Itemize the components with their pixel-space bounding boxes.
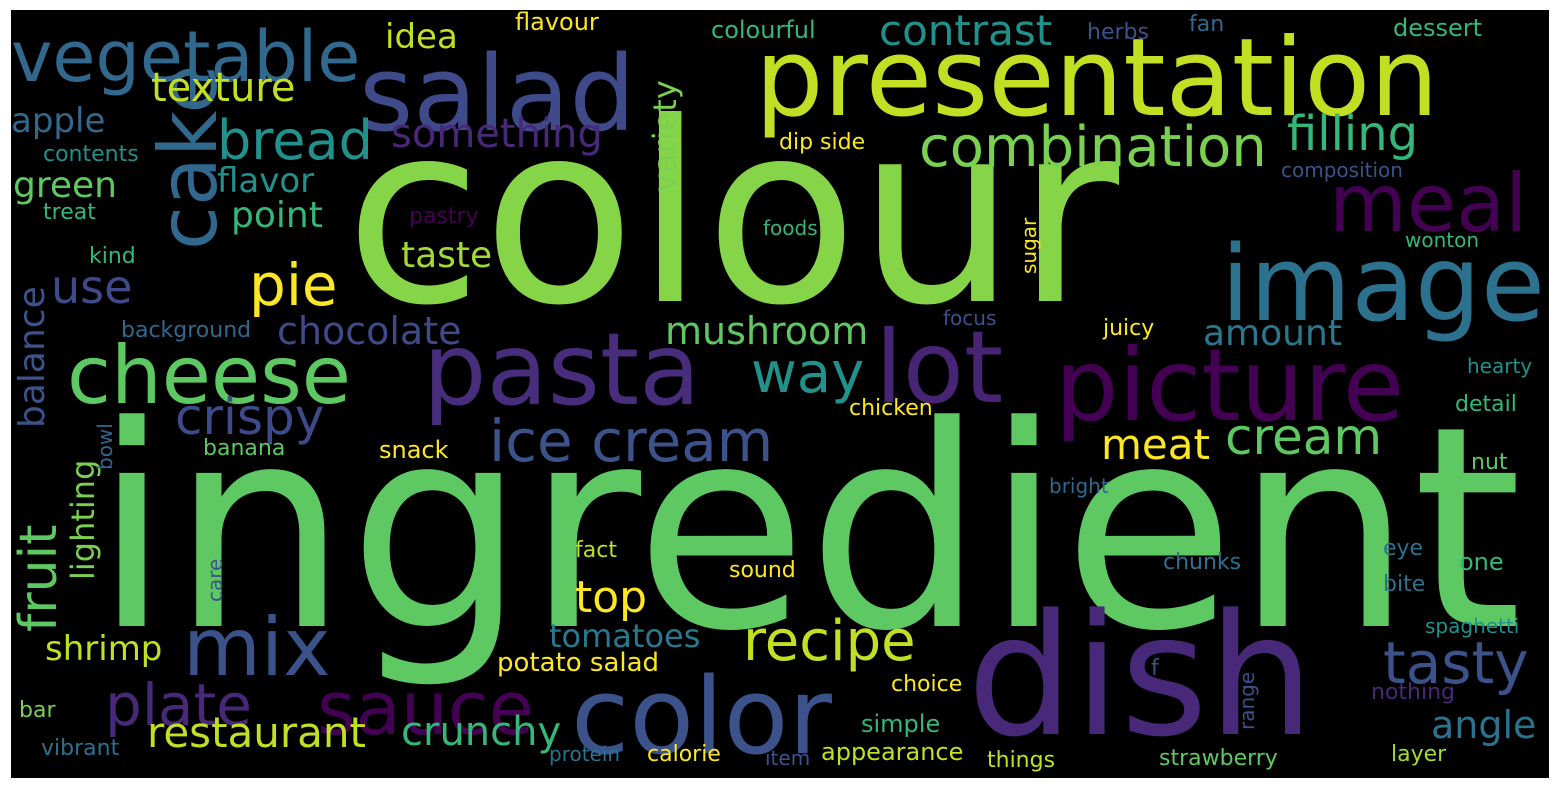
word-strawberry: strawberry (1159, 746, 1278, 771)
word-lighting: lighting (64, 459, 102, 580)
word-pasta: pasta (423, 311, 701, 428)
word-snack: snack (379, 436, 449, 464)
word-meal: meal (1329, 157, 1528, 250)
word-detail: detail (1455, 392, 1517, 417)
word-lot: lot (875, 309, 1004, 426)
word-vegetable: vegetable (11, 16, 361, 98)
word-restaurant: restaurant (147, 708, 366, 757)
word-hearty: hearty (1467, 354, 1533, 378)
word-layer: layer (1391, 742, 1447, 767)
word-focus: focus (943, 306, 997, 330)
word-contents: contents (43, 142, 139, 167)
word-background: background (121, 318, 252, 343)
word-green: green (13, 165, 117, 206)
word-image: image (1221, 223, 1545, 345)
word-cheese: cheese (67, 329, 352, 422)
word-presentation: presentation (755, 16, 1439, 141)
word-things: things (987, 748, 1056, 773)
word-ingredient: ingredient (93, 367, 1523, 693)
word-top: top (575, 572, 648, 623)
word-tasty: tasty (1383, 629, 1529, 697)
word-dish: dish (967, 578, 1315, 774)
word-use: use (51, 260, 133, 314)
word-amount: amount (1203, 313, 1342, 354)
word-color: color (571, 655, 833, 778)
word-calorie: calorie (647, 742, 721, 767)
word-picture: picture (1055, 327, 1405, 444)
word-banana: banana (203, 436, 286, 461)
word-bowl: bowl (93, 423, 117, 470)
word-pastry: pastry (409, 204, 479, 229)
word-sauce: sauce (317, 666, 535, 752)
word-ice-cream: ice cream (489, 407, 774, 475)
word-fan: fan (1189, 12, 1225, 37)
word-fruit: fruit (11, 524, 69, 632)
word-one: one (1459, 548, 1504, 576)
word-bite: bite (1383, 572, 1426, 597)
word-cloud: colour ingredient presentation salad ima… (11, 10, 1549, 778)
word-texture: texture (151, 65, 296, 111)
word-spaghetti: spaghetti (1425, 614, 1520, 638)
word-meat: meat (1101, 420, 1210, 469)
word-colourful: colourful (711, 16, 816, 44)
word-f: f (1151, 656, 1159, 681)
word-crunchy: crunchy (401, 709, 562, 755)
word-choice: choice (891, 672, 963, 697)
word-shrimp: shrimp (45, 629, 163, 669)
word-wonton: wonton (1405, 228, 1480, 252)
word-protein: protein (549, 742, 621, 766)
word-pie: pie (249, 251, 338, 319)
word-kind: kind (89, 244, 136, 269)
word-salad: salad (359, 33, 636, 155)
word-mushroom: mushroom (665, 309, 869, 353)
word-bright: bright (1049, 474, 1109, 498)
word-bread: bread (217, 109, 373, 172)
word-composition: composition (1281, 158, 1403, 182)
word-item: item (765, 746, 811, 770)
word-plate: plate (105, 671, 252, 739)
word-nothing: nothing (1371, 680, 1455, 705)
word-crispy: crispy (175, 388, 325, 446)
word-apple: apple (11, 101, 106, 141)
word-idea: idea (385, 17, 458, 57)
word-dip-side: dip side (779, 130, 866, 155)
word-care: care (203, 558, 227, 602)
word-fact: fact (575, 538, 617, 563)
word-herbs: herbs (1087, 20, 1149, 45)
word-simple: simple (861, 710, 941, 738)
word-contrast: contrast (879, 10, 1053, 55)
word-chocolate: chocolate (277, 309, 462, 353)
word-juicy: juicy (1103, 316, 1155, 341)
word-potato-salad: potato salad (497, 648, 660, 678)
word-filling: filling (1287, 106, 1419, 162)
word-combination: combination (919, 115, 1267, 180)
word-chicken: chicken (849, 396, 933, 421)
word-tomatoes: tomatoes (549, 617, 701, 655)
word-foods: foods (763, 216, 818, 240)
word-eye: eye (1383, 536, 1424, 561)
word-dessert: dessert (1393, 14, 1483, 42)
word-vibrant: vibrant (41, 736, 120, 761)
word-cream: cream (1225, 408, 1383, 466)
word-recipe: recipe (743, 609, 916, 674)
word-colour: colour (345, 69, 1120, 360)
word-flavour: flavour (515, 10, 599, 36)
word-range: range (1235, 671, 1259, 730)
word-sugar: sugar (1017, 217, 1041, 274)
word-nut: nut (1471, 450, 1508, 475)
word-flavor: flavor (217, 161, 315, 201)
word-variety: variety (646, 80, 684, 192)
word-point: point (231, 195, 323, 236)
word-treat: treat (43, 200, 96, 225)
word-chunks: chunks (1163, 550, 1242, 575)
word-sound: sound (729, 558, 796, 583)
word-appearance: appearance (821, 738, 964, 766)
word-something: something (391, 111, 603, 157)
word-mix: mix (183, 601, 331, 694)
word-way: way (751, 341, 865, 406)
word-taste: taste (401, 235, 493, 276)
word-angle: angle (1431, 703, 1537, 747)
word-balance: balance (12, 286, 53, 428)
word-bar: bar (19, 698, 56, 723)
